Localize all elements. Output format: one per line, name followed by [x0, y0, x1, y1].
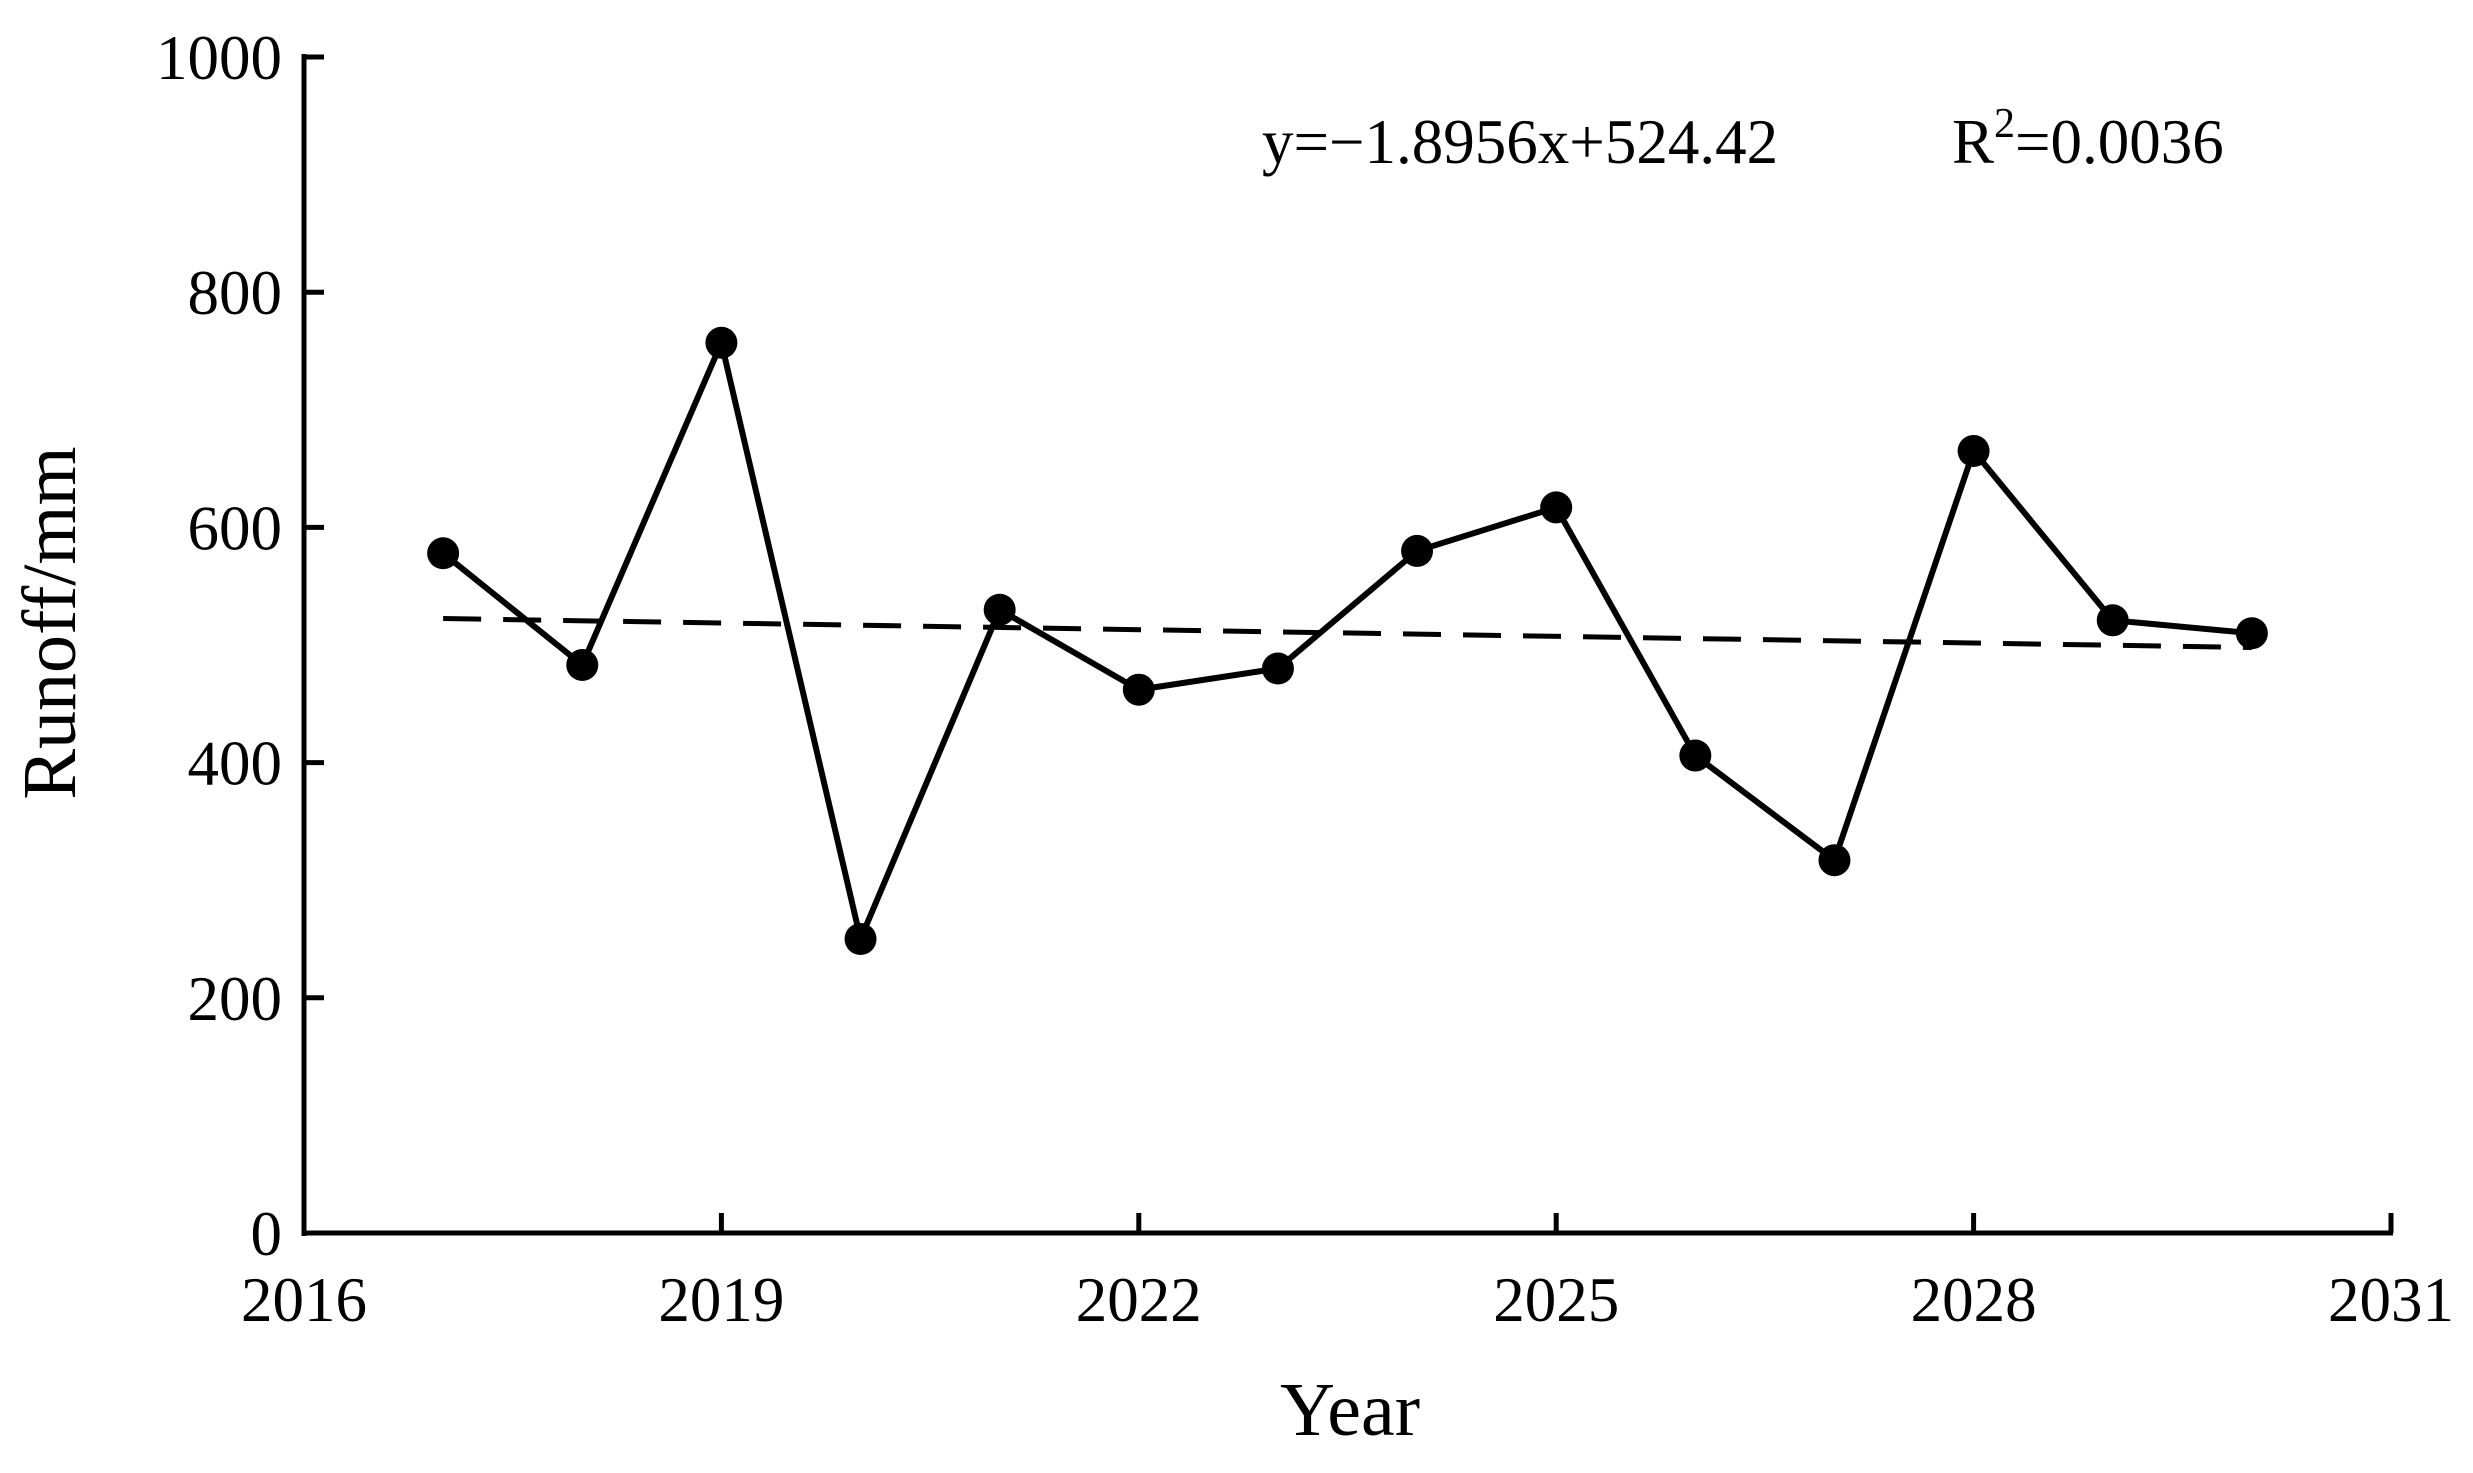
data-point — [844, 923, 877, 955]
series-line — [441, 333, 2253, 949]
x-tick-label: 2019 — [658, 1265, 784, 1335]
data-point — [2235, 617, 2268, 650]
y-tick-label: 200 — [188, 964, 283, 1034]
data-point — [2096, 604, 2129, 637]
data-point — [1540, 491, 1573, 524]
data-point — [1401, 534, 1434, 567]
x-tick-label: 2031 — [2328, 1265, 2454, 1335]
trend-equation: y=−1.8956x+524.42 — [1262, 107, 1778, 177]
r-squared: R2=0.0036 — [1952, 101, 2224, 177]
y-axis-title: Runoff/mm — [8, 446, 92, 799]
x-tick-label: 2028 — [1911, 1265, 2037, 1335]
x-axis-title: Year — [1280, 1368, 1420, 1452]
data-point — [1261, 652, 1294, 685]
data-point — [1818, 844, 1851, 877]
y-tick-label: 800 — [188, 258, 283, 328]
r2-base: R — [1952, 107, 1994, 177]
data-point — [1679, 739, 1712, 772]
data-point — [566, 648, 599, 681]
data-point — [427, 537, 460, 570]
y-tick-label: 600 — [188, 493, 283, 563]
y-tick-label: 0 — [251, 1199, 283, 1269]
r2-sup: 2 — [1994, 101, 2015, 147]
y-tick-label: 400 — [188, 729, 283, 799]
data-point — [705, 326, 738, 359]
r2-rest: =0.0036 — [2015, 107, 2224, 177]
y-tick-label: 1000 — [156, 23, 282, 93]
data-point — [983, 593, 1016, 626]
data-point — [1122, 673, 1155, 706]
data-point — [1957, 434, 1990, 467]
trend-line — [443, 616, 2252, 650]
x-tick-label: 2025 — [1493, 1265, 1619, 1335]
x-tick-label: 2022 — [1076, 1265, 1202, 1335]
x-tick-label: 2016 — [241, 1265, 367, 1335]
